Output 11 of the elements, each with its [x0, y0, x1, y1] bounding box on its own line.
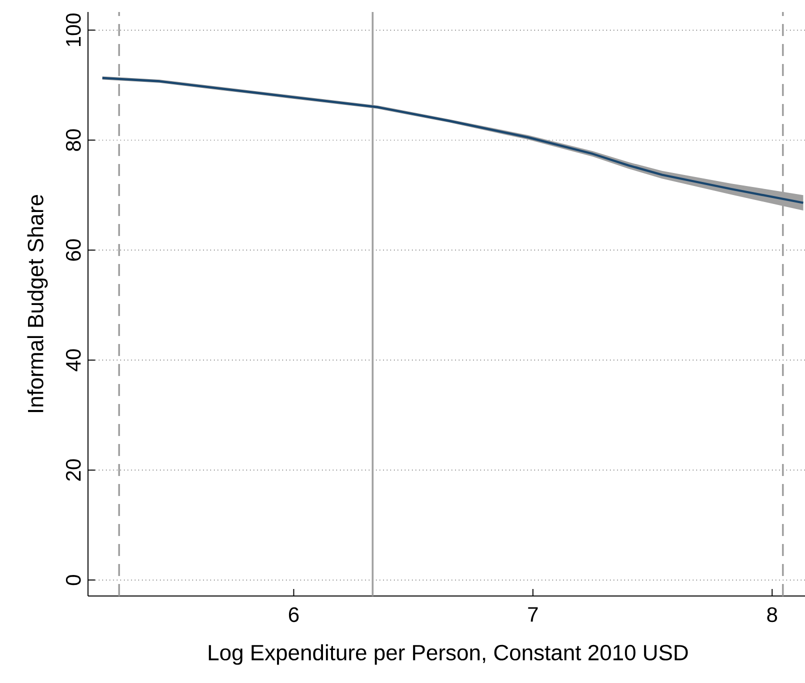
- x-tick-label: 7: [528, 607, 538, 622]
- x-axis-title: Log Expenditure per Person, Constant 2010 USD: [208, 644, 688, 665]
- y-tick-label: 80: [66, 129, 81, 151]
- y-axis-title: Informal Budget Share: [27, 194, 48, 412]
- x-tick-label: 6: [288, 607, 299, 622]
- y-tick-label: 40: [66, 349, 81, 372]
- y-tick-label: 20: [66, 459, 81, 481]
- y-tick-label: 100: [66, 13, 81, 46]
- y-tick-label: 60: [66, 239, 81, 261]
- x-tick-label: 8: [767, 607, 778, 622]
- y-tick-label: 0: [66, 575, 81, 586]
